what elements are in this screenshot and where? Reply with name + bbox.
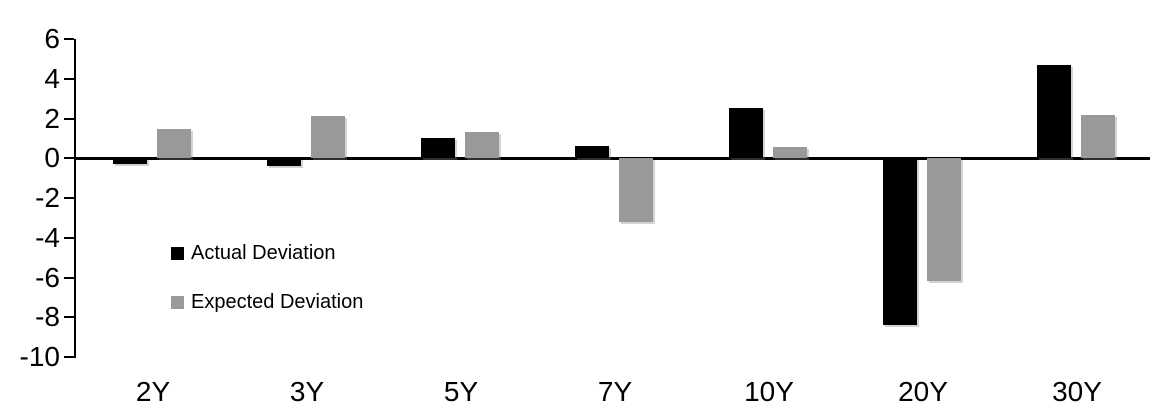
bar-actual-deviation-5y bbox=[421, 138, 455, 158]
y-tick-mark-6 bbox=[64, 38, 74, 40]
legend-item-expected-deviation: Expected Deviation bbox=[171, 292, 363, 312]
legend-label-expected: Expected Deviation bbox=[191, 291, 364, 313]
bar-actual-deviation-7y bbox=[575, 146, 609, 158]
bar-actual-deviation-3y bbox=[267, 158, 301, 166]
y-tick-mark--6 bbox=[64, 277, 74, 279]
bar-expected-deviation-20y bbox=[927, 158, 961, 281]
y-tick-mark-0 bbox=[64, 157, 74, 159]
y-tick-label--2: -2 bbox=[35, 182, 60, 213]
x-axis-label-10y: 10Y bbox=[744, 376, 794, 407]
bar-expected-deviation-30y bbox=[1081, 115, 1115, 158]
y-tick-mark--8 bbox=[64, 316, 74, 318]
y-tick-label-2: 2 bbox=[44, 103, 60, 134]
x-axis-label-20y: 20Y bbox=[898, 376, 948, 407]
bar-expected-deviation-10y bbox=[773, 147, 807, 158]
bar-actual-deviation-30y bbox=[1037, 65, 1071, 158]
y-tick-mark--4 bbox=[64, 237, 74, 239]
x-axis-label-3y: 3Y bbox=[289, 376, 325, 407]
bar-expected-deviation-3y bbox=[311, 116, 345, 158]
bar-expected-deviation-5y bbox=[465, 132, 499, 158]
y-tick-label-6: 6 bbox=[44, 23, 60, 54]
bar-actual-deviation-10y bbox=[729, 108, 763, 158]
y-tick-label--4: -4 bbox=[35, 222, 60, 253]
y-tick-mark-4 bbox=[64, 78, 74, 80]
legend: Actual Deviation Expected Deviation bbox=[171, 243, 363, 312]
legend-item-actual-deviation: Actual Deviation bbox=[171, 243, 363, 263]
y-tick-mark--10 bbox=[64, 356, 74, 358]
x-axis-label-5y: 5Y bbox=[443, 376, 479, 407]
y-tick-mark-2 bbox=[64, 118, 74, 120]
legend-label-actual: Actual Deviation bbox=[191, 242, 336, 264]
legend-swatch-expected-icon bbox=[171, 295, 184, 309]
x-axis-label-30y: 30Y bbox=[1052, 376, 1102, 407]
y-tick-label--8: -8 bbox=[35, 301, 60, 332]
x-axis-label-2y: 2Y bbox=[135, 376, 171, 407]
x-axis-label-7y: 7Y bbox=[597, 376, 633, 407]
x-axis-zero-line bbox=[74, 157, 1150, 160]
bar-expected-deviation-2y bbox=[157, 129, 191, 158]
y-tick-label--6: -6 bbox=[35, 262, 60, 293]
y-tick-label-0: 0 bbox=[44, 142, 60, 173]
bar-expected-deviation-7y bbox=[619, 158, 653, 222]
bar-actual-deviation-2y bbox=[113, 158, 147, 164]
y-tick-mark--2 bbox=[64, 197, 74, 199]
y-tick-label-4: 4 bbox=[44, 63, 60, 94]
y-axis-line bbox=[74, 39, 76, 358]
legend-swatch-actual-icon bbox=[171, 246, 184, 260]
bar-actual-deviation-20y bbox=[883, 158, 917, 325]
y-tick-label--10: -10 bbox=[19, 341, 60, 372]
